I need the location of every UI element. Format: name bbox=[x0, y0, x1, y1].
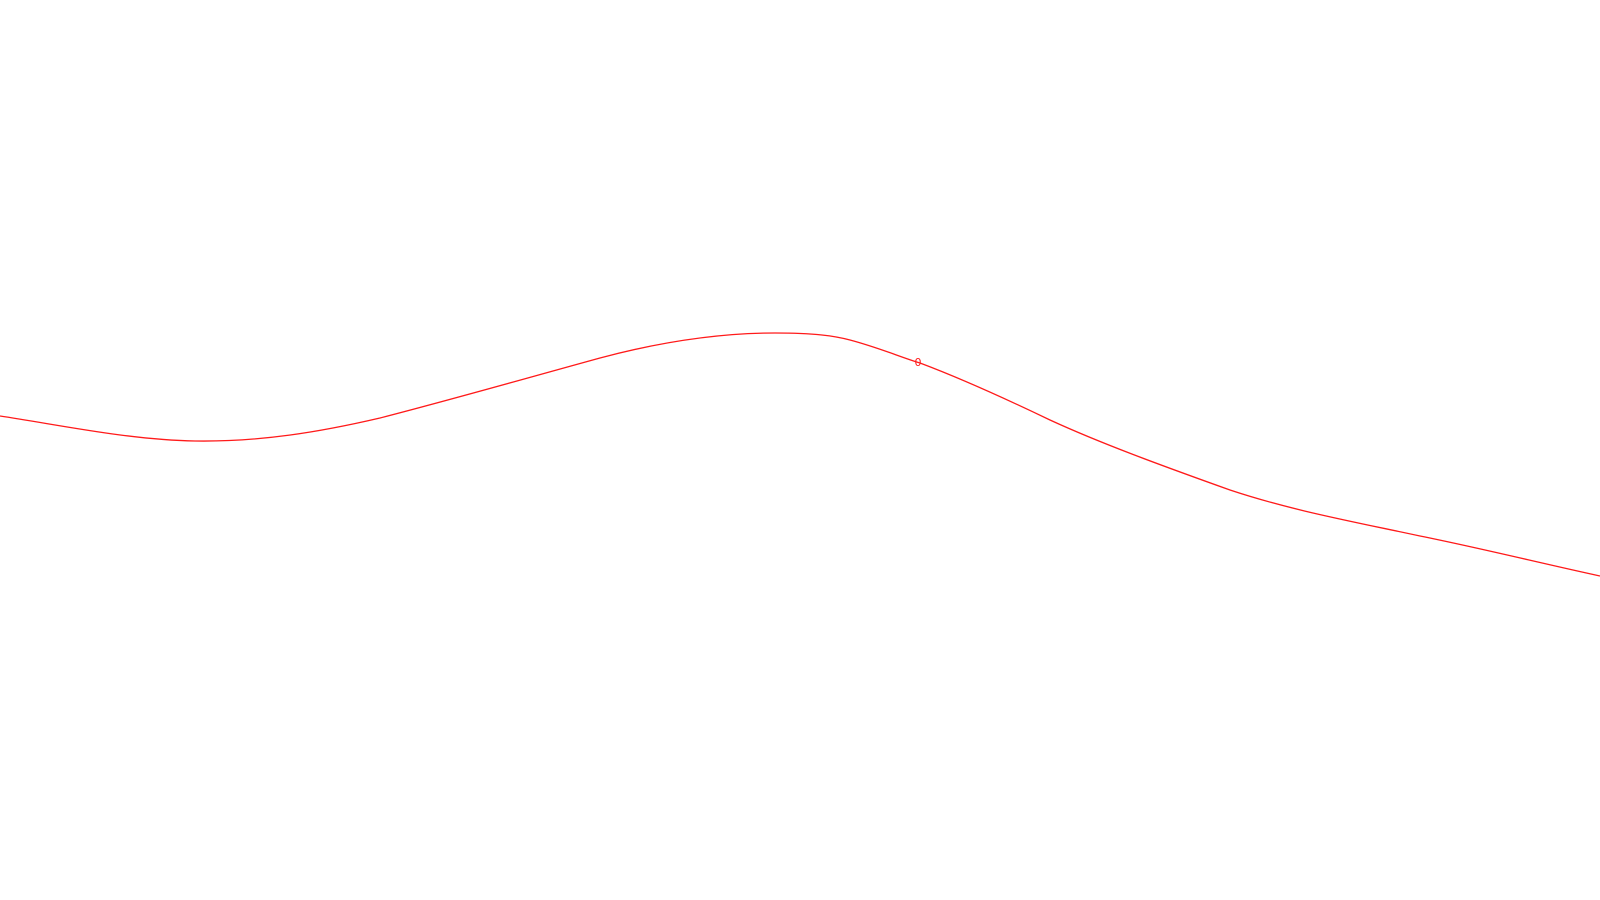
route-line[interactable] bbox=[0, 332, 1600, 577]
route-label: 0 bbox=[915, 356, 922, 369]
